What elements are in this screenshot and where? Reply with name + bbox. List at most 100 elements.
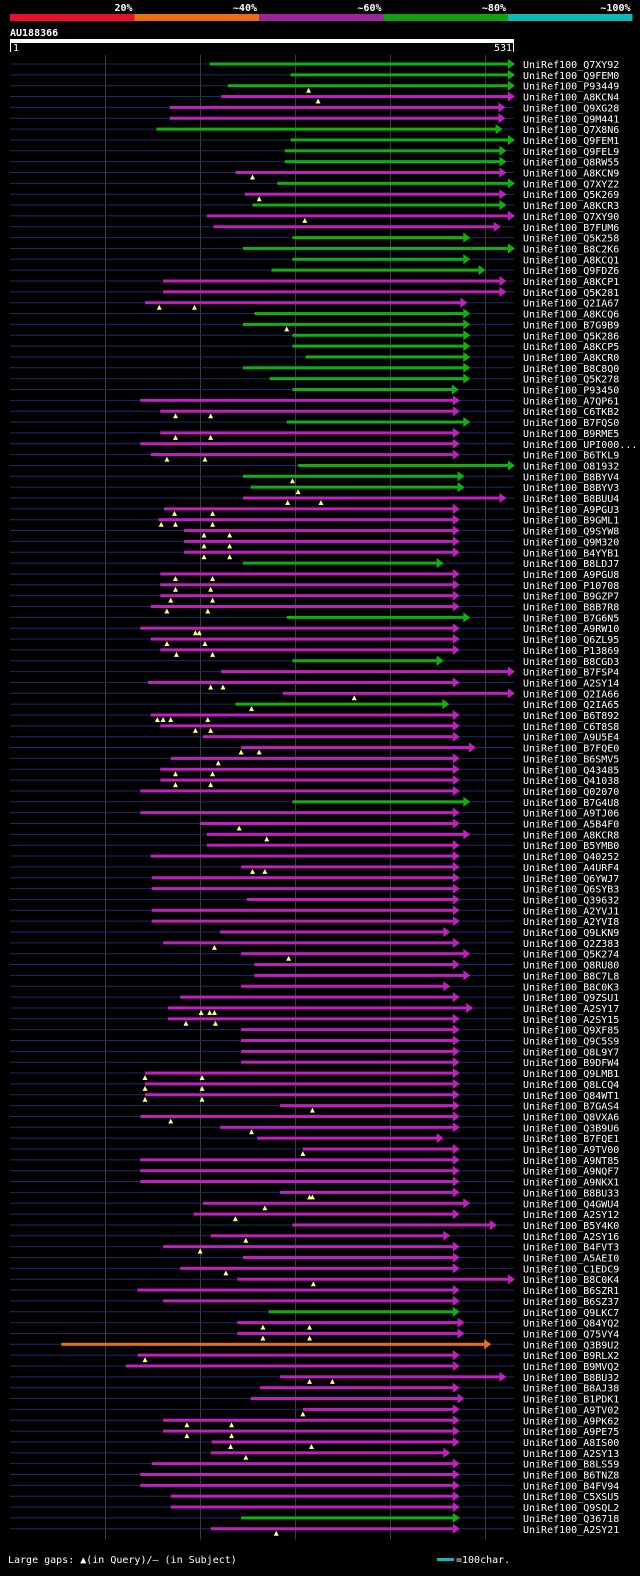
hit-bar	[160, 724, 454, 728]
hit-row-110: UniRef100_A5AEI0	[10, 1252, 619, 1265]
query-gap-marker	[243, 1237, 249, 1243]
hit-row-106: UniRef100_A2SY12	[10, 1209, 619, 1222]
hit-bar	[241, 1039, 454, 1042]
hit-arrow	[452, 1382, 460, 1393]
hit-row-51: UniRef100_B7G6N5	[10, 612, 619, 624]
hit-arrow	[495, 124, 503, 135]
query-gap-marker	[168, 1118, 174, 1124]
hit-row-93: UniRef100_Q9LMB1	[10, 1068, 619, 1081]
hit-bar	[241, 1049, 454, 1053]
hit-row-29: UniRef100_Q5K278	[10, 373, 619, 386]
hit-label: UniRef100_B7FSP4	[523, 668, 619, 679]
query-gap-marker	[142, 1357, 148, 1363]
hit-row-62: UniRef100_A9U5E4	[10, 731, 619, 744]
query-gap-marker	[208, 586, 214, 592]
hit-label: UniRef100_Q8RU80	[523, 961, 619, 972]
hit-row-132: UniRef100_C5XSU5	[10, 1491, 619, 1503]
hit-row-83: UniRef100_Q8RU80	[10, 959, 619, 972]
hit-row-128: UniRef100_A2SY13	[10, 1447, 619, 1460]
hit-arrow	[452, 1057, 460, 1068]
hit-bar	[151, 919, 454, 923]
hit-label: UniRef100_Q8L9Y7	[523, 1047, 619, 1058]
query-gap-marker	[256, 749, 262, 755]
query-gap-marker	[308, 1443, 314, 1449]
hit-bar	[140, 1473, 454, 1476]
hit-bar	[151, 876, 454, 880]
hit-bar	[184, 539, 454, 543]
hit-arrow	[452, 1263, 460, 1274]
hit-arrow	[452, 547, 460, 558]
hit-arrow	[452, 579, 460, 590]
hit-label: UniRef100_A2YVI8	[523, 917, 619, 928]
hit-arrow	[452, 1111, 460, 1122]
hit-label: UniRef100_Q9XG28	[523, 103, 619, 114]
legend-swatch-0	[10, 14, 135, 21]
query-ruler: 1 531	[10, 39, 514, 54]
hit-row-82: UniRef100_Q5K274	[10, 948, 619, 961]
hit-arrow	[463, 330, 471, 341]
query-gap-marker	[172, 575, 178, 581]
hit-bar	[170, 756, 454, 760]
hit-label: UniRef100_A5B4F0	[523, 820, 619, 831]
hit-arrow	[452, 720, 460, 731]
hit-arrow	[508, 1274, 515, 1285]
hit-bar	[160, 409, 454, 413]
hit-label: UniRef100_A9PGU8	[523, 570, 619, 581]
hit-row-36: UniRef100_B6TKL9	[10, 449, 619, 462]
query-gap-marker	[310, 1281, 316, 1287]
hit-label: UniRef100_Q5K278	[523, 375, 619, 386]
hit-arrow	[452, 536, 460, 547]
hit-bar	[254, 973, 465, 977]
hit-bar	[140, 442, 454, 446]
hit-row-2: UniRef100_P93449	[10, 80, 619, 93]
hit-label: UniRef100_B7G6N5	[523, 613, 619, 624]
hit-arrow	[452, 1154, 460, 1165]
hit-bar	[170, 1505, 454, 1509]
hit-label: UniRef100_Q5K258	[523, 234, 619, 245]
hit-arrow	[452, 872, 460, 883]
legend-swatch-2	[259, 14, 384, 21]
hit-bar	[169, 116, 500, 120]
query-gap-marker	[201, 543, 207, 549]
query-gap-marker	[199, 1096, 205, 1102]
hit-row-76: UniRef100_Q6SYB3	[10, 883, 619, 896]
hit-label: UniRef100_Q2IA66	[523, 689, 619, 700]
hit-label: UniRef100_UPI000...	[523, 440, 637, 451]
hit-row-74: UniRef100_A4URF4	[10, 861, 619, 874]
hit-row-1: UniRef100_Q9FEM0	[10, 69, 619, 82]
hit-label: UniRef100_A2SY15	[523, 1015, 619, 1026]
hit-bar	[237, 1321, 459, 1325]
hit-label: UniRef100_A2SY12	[523, 1210, 619, 1221]
hit-arrow	[452, 1436, 460, 1447]
hit-arrow	[463, 829, 471, 840]
hit-row-122: UniRef100_B8AJ38	[10, 1382, 619, 1395]
hit-row-135: UniRef100_A2SY21	[10, 1523, 619, 1536]
hit-label: UniRef100_Q7XY90	[523, 212, 619, 223]
hit-row-97: UniRef100_Q8VXA6	[10, 1111, 619, 1124]
hit-bar	[237, 1331, 459, 1335]
hit-bar	[302, 1147, 454, 1151]
hit-label: UniRef100_B7G4U8	[523, 798, 619, 809]
hit-row-17: UniRef100_B8C2K6	[10, 243, 619, 255]
hit-arrow	[489, 1219, 497, 1230]
hit-bar	[140, 789, 454, 793]
hit-label: UniRef100_C5XSU5	[523, 1492, 619, 1503]
query-gap-marker	[351, 695, 357, 701]
hit-arrow	[452, 785, 460, 796]
hit-bar	[184, 529, 454, 533]
hit-arrow	[452, 710, 460, 720]
hit-bar	[160, 767, 454, 771]
hit-arrow	[499, 145, 507, 156]
query-gap-marker	[211, 1009, 217, 1015]
hit-arrow	[452, 1144, 460, 1154]
hit-arrow	[463, 948, 471, 959]
hit-bar	[242, 322, 465, 326]
hit-label: UniRef100_A9RW10	[523, 624, 619, 635]
hit-arrow	[452, 894, 460, 905]
hit-bar	[163, 1429, 454, 1433]
hit-label: UniRef100_Q9FEM1	[523, 136, 619, 147]
query-gap-marker	[192, 630, 198, 636]
hit-bar	[61, 1342, 486, 1346]
query-gap-marker	[158, 521, 164, 527]
hit-row-69: UniRef100_A9TJ06	[10, 807, 619, 820]
